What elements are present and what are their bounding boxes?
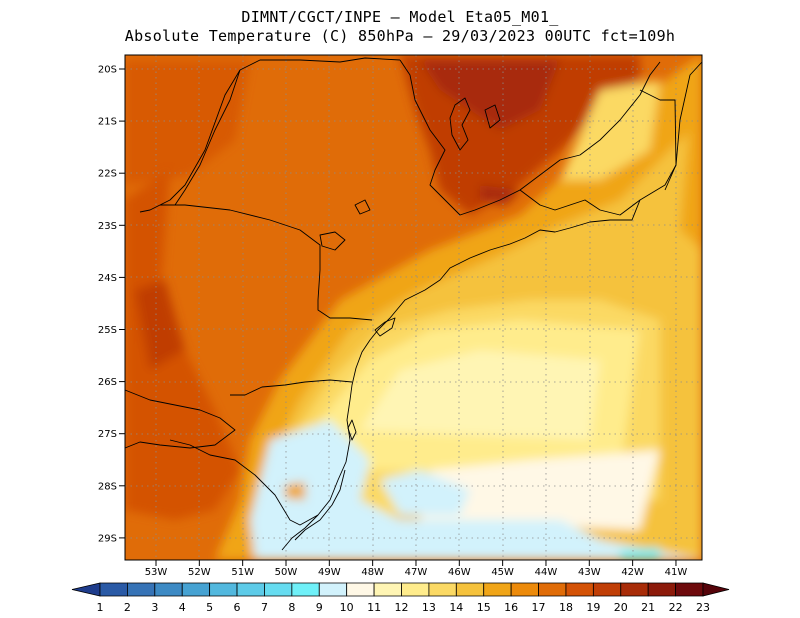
state-border-sc-rs (169, 439, 319, 526)
lon-tick-label: 42W (621, 567, 644, 578)
political-boundaries (125, 57, 702, 551)
colorbar-segment (428, 582, 457, 597)
colorbar-segment (291, 582, 320, 597)
colorbar-segment (264, 582, 293, 597)
colorbar-label: 11 (367, 601, 381, 614)
reservoir-3 (319, 231, 346, 251)
state-border-ms-pr (160, 204, 373, 321)
colorbar-label: 17 (532, 601, 546, 614)
reservoir-2 (484, 104, 501, 129)
colorbar-segment (181, 582, 211, 597)
lon-tick-label: 45W (491, 567, 514, 578)
lon-tick-label: 47W (405, 567, 428, 578)
lon-tick-label: 44W (535, 567, 558, 578)
lon-tick-label: 48W (361, 567, 384, 578)
colorbar-segment (702, 582, 730, 597)
lat-tick-label: 22S (98, 169, 117, 180)
country-border (125, 389, 236, 449)
colorbar-label: 22 (669, 601, 683, 614)
colorbar-segment (154, 582, 183, 597)
colorbar-segment (236, 582, 265, 597)
lat-tick-label: 28S (98, 481, 117, 492)
colorbar-segment (538, 582, 567, 597)
colorbar-segment (675, 582, 704, 597)
lon-tick-label: 53W (145, 567, 168, 578)
colorbar-label: 21 (641, 601, 655, 614)
colorbar-label: 15 (477, 601, 491, 614)
colorbar-segment (565, 582, 594, 597)
lon-tick-label: 51W (231, 567, 254, 578)
lat-tick-label: 21S (98, 117, 117, 128)
lon-tick-label: 52W (188, 567, 211, 578)
colorbar: 1 2 3 4 5 6 7 8 9 10 11 12 13 14 15 16 17 18 19 20 21 22 23 (71, 582, 730, 614)
colorbar-label: 18 (559, 601, 573, 614)
state-border-pr-sc (230, 379, 353, 396)
lon-tick-label: 50W (275, 567, 298, 578)
state-border-mg-sp (399, 59, 661, 216)
temperature-field (125, 55, 702, 560)
title-line-1: DIMNT/CGCT/INPE — Model Eta05_M01_ (241, 8, 559, 26)
colorbar-label: 9 (316, 601, 323, 614)
coastline (281, 61, 702, 551)
colorbar-segment (373, 582, 402, 597)
latitude-ticks: 20S 21S 22S 23S 24S 25S 26S 27S 28S 29S (98, 65, 125, 544)
colorbar-label: 14 (449, 601, 463, 614)
island-florianopolis (347, 419, 357, 441)
lon-tick-label: 49W (318, 567, 341, 578)
reservoir-4 (354, 199, 371, 215)
colorbar-label: 12 (395, 601, 409, 614)
colorbar-segment (127, 582, 156, 597)
colorbar-segment (318, 582, 348, 597)
colorbar-segment (401, 582, 430, 597)
state-border-rj (519, 189, 641, 216)
lat-tick-label: 20S (98, 65, 117, 76)
colorbar-segment (592, 582, 622, 597)
bay-paranagua (374, 317, 396, 337)
lat-tick-label: 29S (98, 533, 117, 544)
lagoon (294, 469, 346, 541)
state-border-ms-sp (239, 57, 401, 71)
colorbar-segment (510, 582, 539, 597)
colorbar-segment (71, 582, 101, 597)
colorbar-label: 20 (614, 601, 628, 614)
reservoir-1 (449, 97, 471, 151)
colorbar-label: 1 (97, 601, 104, 614)
colorbar-segment (455, 582, 485, 597)
colorbar-label: 19 (586, 601, 600, 614)
longitude-ticks: 53W 52W 51W 50W 49W 48W 47W 46W 45W 44W 43W 42W 41W (145, 560, 688, 578)
lon-tick-label: 41W (665, 567, 688, 578)
colorbar-segment (209, 582, 238, 597)
lat-tick-label: 26S (98, 377, 117, 388)
colorbar-label: 7 (261, 601, 268, 614)
colorbar-segment (647, 582, 676, 597)
colorbar-segment (99, 582, 128, 597)
lat-tick-label: 25S (98, 325, 117, 336)
lat-tick-label: 24S (98, 273, 117, 284)
colorbar-segment (483, 582, 512, 597)
colorbar-label: 3 (151, 601, 158, 614)
lat-tick-label: 27S (98, 429, 117, 440)
state-border-es (639, 89, 677, 191)
colorbar-label: 23 (696, 601, 710, 614)
colorbar-label: 6 (234, 601, 241, 614)
title-line-2: Absolute Temperature (C) 850hPa — 29/03/… (124, 27, 676, 45)
colorbar-label: 5 (206, 601, 213, 614)
colorbar-label: 10 (340, 601, 354, 614)
map-frame (124, 54, 703, 561)
colorbar-label: 16 (504, 601, 518, 614)
lon-tick-label: 43W (578, 567, 601, 578)
lat-tick-label: 23S (98, 221, 117, 232)
colorbar-segment (620, 582, 649, 597)
river-parana (174, 69, 241, 206)
colorbar-label: 2 (124, 601, 131, 614)
colorbar-label: 4 (179, 601, 186, 614)
state-border-ms-west (139, 69, 241, 213)
colorbar-label: 8 (288, 601, 295, 614)
lon-tick-label: 46W (448, 567, 471, 578)
colorbar-label: 13 (422, 601, 436, 614)
colorbar-segment (346, 582, 375, 597)
